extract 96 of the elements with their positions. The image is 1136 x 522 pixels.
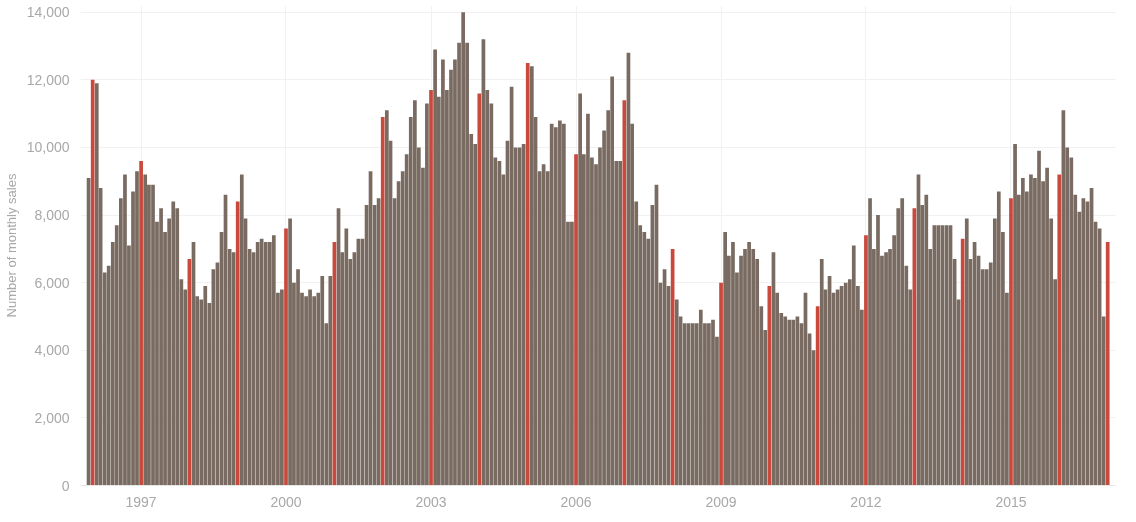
bar <box>690 323 695 486</box>
bar <box>570 221 574 486</box>
bar <box>900 198 905 486</box>
y-tick-label: 12,000 <box>26 71 70 88</box>
bar <box>622 100 627 486</box>
bar <box>791 319 796 486</box>
bar <box>461 12 466 486</box>
bar <box>413 100 417 486</box>
bar <box>288 218 292 486</box>
x-tick-label: 2009 <box>705 493 737 510</box>
bar <box>1081 198 1086 486</box>
bar <box>815 306 820 486</box>
bar <box>783 316 788 486</box>
bar <box>151 184 155 486</box>
bar <box>384 110 389 486</box>
bar <box>843 282 848 486</box>
y-tick-label: 14,000 <box>26 4 70 21</box>
bar <box>284 228 288 486</box>
bar <box>1013 144 1017 486</box>
bar <box>1009 198 1013 486</box>
bar <box>517 147 522 486</box>
bar <box>876 215 880 486</box>
bar <box>425 103 429 486</box>
bar <box>380 117 385 486</box>
y-tick-label: 8,000 <box>34 207 70 224</box>
bar <box>819 259 824 486</box>
bar <box>529 66 534 486</box>
bar <box>139 160 143 486</box>
bar <box>707 323 711 486</box>
bar <box>135 171 139 486</box>
bar <box>1105 242 1110 486</box>
x-tick-label: 2015 <box>995 493 1027 510</box>
y-tick-label: 2,000 <box>34 409 70 426</box>
bar <box>549 123 554 486</box>
bar <box>159 208 163 486</box>
bar <box>731 242 735 486</box>
bar <box>924 194 929 486</box>
bar <box>996 191 1001 486</box>
bar <box>574 154 578 486</box>
bar <box>171 201 176 486</box>
y-tick-label: 4,000 <box>34 342 70 359</box>
bar <box>429 90 433 486</box>
bar <box>328 275 333 486</box>
bar <box>143 174 148 486</box>
bar <box>1029 174 1033 486</box>
bar <box>123 174 127 486</box>
bar <box>280 289 284 486</box>
bar <box>525 62 530 486</box>
bar <box>90 79 95 486</box>
bar <box>1045 167 1049 486</box>
bar <box>884 252 888 486</box>
bar <box>747 242 751 486</box>
bar <box>698 309 703 486</box>
bar <box>960 238 965 486</box>
x-tick-label: 2003 <box>415 493 447 510</box>
bar <box>578 93 582 486</box>
x-tick-label: 2006 <box>560 493 592 510</box>
bar <box>344 228 349 486</box>
x-tick-label: 1997 <box>125 493 157 510</box>
bar <box>235 201 240 486</box>
bar <box>239 174 244 486</box>
bar <box>271 235 276 486</box>
y-tick-label: 10,000 <box>26 139 70 156</box>
bar <box>1037 150 1041 486</box>
y-axis-title: Number of monthly sales <box>3 173 19 318</box>
bar <box>441 59 445 486</box>
x-tick-label: 2012 <box>850 493 882 510</box>
bar <box>711 319 715 486</box>
bar <box>719 282 723 486</box>
bar <box>1021 177 1025 486</box>
y-tick-label: 6,000 <box>34 274 70 291</box>
y-tick-label: 0 <box>61 477 70 494</box>
bar <box>868 198 872 486</box>
x-tick-label: 2000 <box>270 493 302 510</box>
bar <box>864 235 868 486</box>
bar <box>203 286 208 486</box>
bar <box>562 123 566 486</box>
bar <box>263 242 268 486</box>
bar <box>94 83 99 486</box>
bar <box>618 160 623 486</box>
bar <box>255 242 260 486</box>
bar <box>851 245 856 486</box>
bar <box>936 225 941 486</box>
bar <box>296 269 300 486</box>
bar <box>964 218 969 486</box>
bar <box>1057 174 1062 486</box>
bar <box>320 275 325 486</box>
bar <box>787 319 792 486</box>
bar <box>586 113 590 486</box>
bar <box>558 120 562 486</box>
bar <box>674 299 679 486</box>
bar <box>610 76 615 486</box>
bar <box>308 289 312 486</box>
bar <box>433 49 437 486</box>
bar <box>723 231 728 486</box>
bar <box>477 93 482 486</box>
